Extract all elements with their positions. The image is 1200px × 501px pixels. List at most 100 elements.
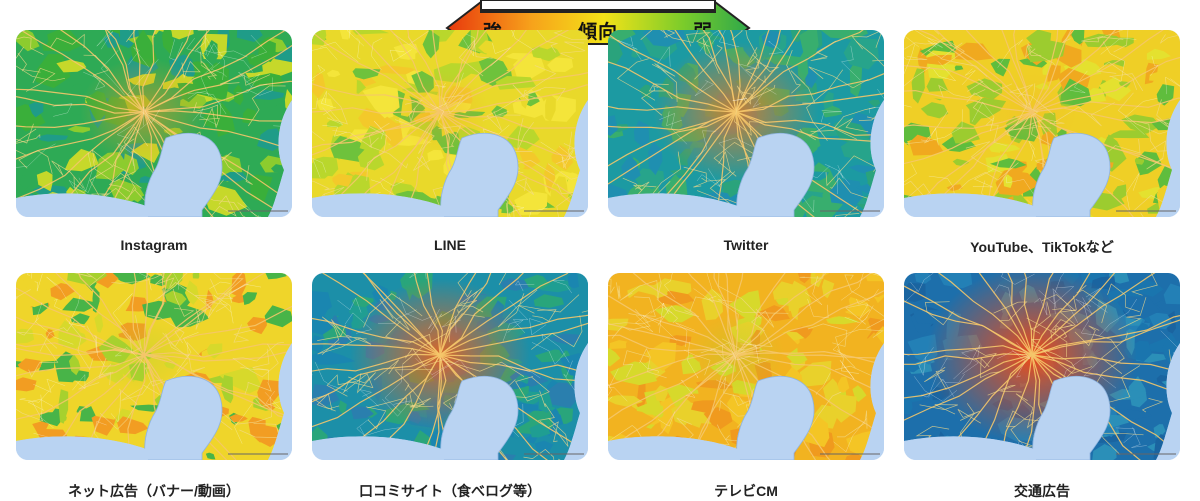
boundary-line: [1100, 37, 1137, 55]
road-line: [904, 66, 931, 92]
boundary-line: [1038, 286, 1075, 305]
region-patch: [946, 184, 963, 191]
region-patch: [803, 196, 825, 217]
road-line: [1031, 30, 1162, 113]
road-line: [442, 94, 470, 114]
pacific-ocean: [268, 343, 292, 460]
boundary-line: [928, 357, 948, 398]
boundary-line: [377, 309, 417, 324]
road-line: [16, 278, 145, 356]
region-patch: [826, 316, 860, 325]
road-line: [73, 273, 97, 280]
road-line: [65, 318, 94, 371]
road-line: [716, 338, 746, 372]
boundary-line: [240, 366, 269, 382]
boundary-line: [693, 288, 717, 303]
road-line: [904, 353, 1033, 374]
road-line: [907, 30, 952, 47]
road-line: [439, 273, 530, 356]
region-patch: [130, 30, 158, 68]
region-patch: [990, 58, 1011, 77]
boundary-line: [608, 35, 634, 47]
road-line: [330, 319, 353, 342]
road-line: [608, 30, 737, 113]
boundary-line: [928, 109, 963, 142]
region-patch: [326, 120, 344, 128]
road-line: [143, 30, 292, 113]
boundary-line: [187, 91, 227, 115]
tokyo-bay: [736, 133, 815, 217]
region-patch: [990, 158, 1027, 169]
boundary-line: [658, 411, 676, 427]
road-line: [143, 354, 292, 423]
boundary-line: [921, 127, 939, 146]
boundary-line: [699, 30, 723, 52]
road-line: [611, 309, 651, 339]
road-line: [448, 287, 483, 343]
road-line: [50, 33, 85, 49]
boundary-line: [176, 332, 199, 372]
road-line: [16, 46, 66, 82]
boundary-line: [933, 61, 957, 82]
road-line: [608, 325, 737, 356]
boundary-line: [409, 273, 427, 279]
road-line: [143, 273, 283, 356]
map-caption-tv-cm: テレビCM: [714, 483, 778, 499]
road-line: [608, 354, 737, 455]
road-line: [438, 125, 462, 149]
boundary-line: [927, 37, 943, 48]
region-patch: [829, 179, 863, 206]
road-line: [735, 30, 881, 113]
boundary-line: [840, 273, 882, 301]
region-patch: [350, 406, 374, 420]
boundary-line: [16, 143, 56, 169]
boundary-line: [312, 158, 327, 178]
boundary-line: [314, 361, 348, 392]
road-line: [399, 354, 442, 460]
region-patch: [69, 354, 81, 376]
road-line: [1031, 310, 1180, 356]
region-patch: [567, 273, 579, 289]
region-patch: [71, 82, 84, 102]
road-line: [1168, 345, 1180, 367]
region-patch: [1153, 424, 1166, 438]
boundary-line: [46, 276, 67, 299]
region-patch: [799, 30, 819, 58]
boundary-line: [502, 319, 524, 342]
boundary-line: [1069, 70, 1088, 94]
boundary-line: [840, 45, 861, 81]
road-line: [312, 354, 441, 444]
region-patch: [550, 408, 561, 425]
region-patch: [616, 52, 646, 85]
road-line: [218, 397, 272, 425]
road-line: [694, 45, 723, 80]
boundary-line: [767, 41, 785, 55]
road-line: [312, 74, 441, 113]
road-line: [721, 328, 773, 360]
road-line: [701, 171, 736, 186]
road-line: [121, 379, 164, 401]
boundary-line: [441, 315, 461, 333]
road-line: [975, 30, 1033, 113]
boundary-line: [428, 308, 442, 333]
road-line: [16, 354, 145, 390]
road-line: [616, 58, 656, 101]
road-line: [25, 67, 56, 92]
region-patch: [229, 414, 248, 423]
boundary-line: [552, 280, 573, 294]
tokyo-bay: [1032, 376, 1111, 460]
boundary-line: [373, 120, 392, 141]
region-patch: [799, 360, 832, 387]
road-line: [1109, 73, 1144, 92]
road-line: [111, 273, 171, 284]
road-line: [332, 122, 390, 148]
road-line: [16, 300, 145, 356]
map-tile-youtube-tiktok: [904, 30, 1180, 217]
pacific-ocean: [860, 100, 884, 217]
road-line: [143, 38, 292, 113]
boundary-line: [993, 284, 1012, 304]
tokyo-bay: [144, 133, 223, 217]
boundary-line: [238, 71, 268, 89]
region-patch: [1146, 48, 1171, 60]
boundary-line: [1011, 349, 1026, 378]
